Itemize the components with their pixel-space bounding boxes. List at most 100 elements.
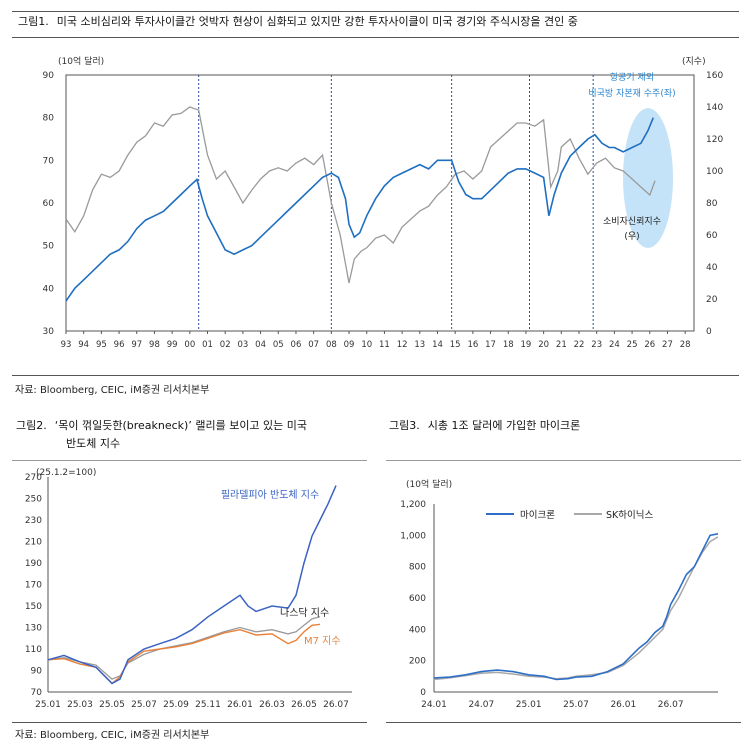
- fig2-x-tick-label: 26.01: [227, 700, 253, 710]
- fig2-bottom-rule: [12, 722, 367, 723]
- fig1-chart: (10억 달러) (지수)3040506070809002040608010012…: [43, 55, 724, 350]
- fig1-x-tick-label: 99: [167, 340, 178, 350]
- fig1-x-tick-label: 07: [308, 340, 319, 350]
- fig1-yright-tick-label: 0: [706, 327, 712, 337]
- fig1-yleft-tick-label: 60: [43, 199, 55, 209]
- fig1-yright-tick-label: 120: [706, 135, 723, 145]
- fig2-y-tick-label: 270: [25, 473, 42, 483]
- fig2-title-rule: [12, 460, 367, 461]
- fig1-left-unit: (10억 달러): [58, 55, 104, 67]
- fig1-yleft-tick-label: 70: [43, 156, 55, 166]
- fig3-x-tick-label: 26.01: [610, 700, 636, 710]
- fig1-x-tick-label: 00: [184, 340, 195, 350]
- fig1-yright-tick-label: 60: [706, 231, 718, 241]
- fig1-yright-tick-label: 160: [706, 71, 723, 81]
- fig2-y-tick-label: 110: [25, 645, 42, 655]
- fig2-chart: (25.1.2=100) 70 90 110 130 150 170 190 210 230 250…: [25, 468, 352, 710]
- fig1-capex-line: [65, 117, 655, 302]
- fig1-yright-tick-label: 40: [706, 263, 718, 273]
- fig1-right-unit: (지수): [682, 56, 706, 67]
- fig1-x-tick-label: 11: [379, 340, 390, 350]
- fig1-x-tick-label: 95: [96, 340, 107, 350]
- fig2-x-tick-label: 25.03: [67, 700, 93, 710]
- fig1-x-tick-label: 05: [273, 340, 284, 350]
- fig3-legend-micron-label: 마이크론: [520, 510, 555, 521]
- fig1-x-tick-label: 01: [202, 340, 213, 350]
- fig3-x-tick-label: 25.01: [516, 700, 542, 710]
- fig1-x-tick-label: 22: [574, 340, 585, 350]
- fig3-title-text: 시총 1조 달러에 가입한 마이크론: [427, 419, 581, 432]
- fig2-number: 그림2.: [16, 419, 47, 432]
- fig1-top-rule: [12, 11, 739, 12]
- fig1-annot-capex-2: 비국방 자본재 수주(좌): [588, 88, 675, 99]
- fig1-x-tick-label: 19: [521, 340, 532, 350]
- fig1-x-tick-label: 17: [485, 340, 496, 350]
- fig1-title-text: 미국 소비심리와 투자사이클간 엇박자 현상이 심화되고 있지만 강한 투자사이…: [56, 15, 578, 28]
- fig1-yright-tick-label: 80: [706, 199, 718, 209]
- fig2-y-tick-label: 150: [25, 602, 42, 612]
- fig1-yleft-tick-label: 80: [43, 114, 55, 124]
- fig1-yleft-tick-label: 30: [43, 327, 55, 337]
- fig2-x-tick-label: 25.05: [99, 700, 125, 710]
- fig1-x-tick-label: 98: [149, 340, 160, 350]
- fig2-title: 그림2. ‘목이 꺾일듯한(breakneck)’ 랠리를 보이고 있는 미국 반…: [16, 417, 366, 453]
- fig3-x-tick-label: 24.07: [468, 700, 494, 710]
- fig2-y-tick-label: 250: [25, 495, 42, 505]
- fig3-y-tick-label: 400: [409, 625, 426, 635]
- fig1-yright-tick-label: 100: [706, 167, 723, 177]
- fig1-x-tick-label: 16: [467, 340, 478, 350]
- fig1-yright-tick-label: 140: [706, 103, 723, 113]
- fig2-nasdaq-label: 나스닥 지수: [280, 607, 329, 619]
- fig3-chart: (10억 달러) 0 200 400 600 800 1,000 1,200 24.01 24.0…: [400, 478, 719, 710]
- fig3-y-tick-label: 800: [409, 563, 426, 573]
- fig2-y-tick-label: 90: [31, 667, 43, 677]
- fig1-title: 그림1. 미국 소비심리와 투자사이클간 엇박자 현상이 심화되고 있지만 강한 …: [18, 14, 743, 30]
- fig1-x-tick-label: 15: [450, 340, 461, 350]
- fig2-x-tick-label: 25.09: [163, 700, 189, 710]
- fig2-y-tick-label: 230: [25, 516, 42, 526]
- fig1-x-tick-label: 04: [255, 340, 266, 350]
- fig2-y-tick-label: 190: [25, 559, 42, 569]
- fig3-unit-label: (10억 달러): [406, 478, 452, 490]
- fig1-yleft-tick-label: 40: [43, 284, 55, 294]
- fig1-yleft-tick-label: 90: [43, 71, 55, 81]
- fig3-title-rule: [386, 460, 741, 461]
- fig1-x-tick-label: 03: [237, 340, 248, 350]
- fig2-unit-label: (25.1.2=100): [36, 468, 96, 478]
- fig2-y-tick-label: 170: [25, 581, 42, 591]
- fig3-y-tick-label: 200: [409, 657, 426, 667]
- fig3-legend-hynix-label: SK하이닉스: [606, 509, 653, 521]
- fig3-x-tick-label: 25.07: [563, 700, 589, 710]
- fig1-x-tick-label: 14: [432, 340, 443, 350]
- fig1-x-tick-label: 25: [627, 340, 638, 350]
- fig1-x-tick-label: 96: [114, 340, 125, 350]
- fig3-number: 그림3.: [389, 419, 420, 432]
- fig1-x-tick-label: 06: [291, 340, 302, 350]
- fig3-y-tick-label: 1,200: [400, 500, 426, 510]
- fig1-x-tick-label: 28: [680, 340, 691, 350]
- fig1-x-tick-label: 09: [344, 340, 355, 350]
- fig1-source: 자료: Bloomberg, CEIC, iM증권 리서치본부: [15, 385, 210, 396]
- fig3-x-tick-label: 26.07: [658, 700, 684, 710]
- fig1-yleft-tick-label: 50: [43, 242, 55, 252]
- fig1-yright-tick-label: 20: [706, 295, 718, 305]
- fig1-number: 그림1.: [18, 15, 49, 28]
- fig2-title-line1: 그림2. ‘목이 꺾일듯한(breakneck)’ 랠리를 보이고 있는 미국: [16, 419, 308, 432]
- fig1-x-tick-label: 21: [556, 340, 567, 350]
- fig1-x-tick-label: 97: [131, 340, 142, 350]
- fig1-x-tick-label: 10: [361, 340, 372, 350]
- fig1-x-tick-label: 20: [538, 340, 549, 350]
- fig1-annot-sentiment-2: (우): [624, 231, 639, 242]
- fig3-x-tick-label: 24.01: [421, 700, 447, 710]
- fig1-highlight-ellipse: [623, 108, 674, 248]
- fig1-x-tick-label: 27: [662, 340, 673, 350]
- fig3-hynix-line: [433, 536, 719, 681]
- fig2-sox-line: [47, 485, 337, 685]
- fig2-m7-label: M7 지수: [304, 635, 341, 647]
- fig1-x-tick-label: 13: [414, 340, 425, 350]
- fig2-source: 자료: Bloomberg, CEIC, iM증권 리서치본부: [15, 730, 210, 741]
- fig2-sox-label: 필라델피아 반도체 지수: [221, 489, 319, 501]
- fig2-x-tick-label: 25.01: [35, 700, 61, 710]
- fig3-micron-line: [433, 533, 719, 681]
- fig1-x-tick-label: 94: [78, 340, 89, 350]
